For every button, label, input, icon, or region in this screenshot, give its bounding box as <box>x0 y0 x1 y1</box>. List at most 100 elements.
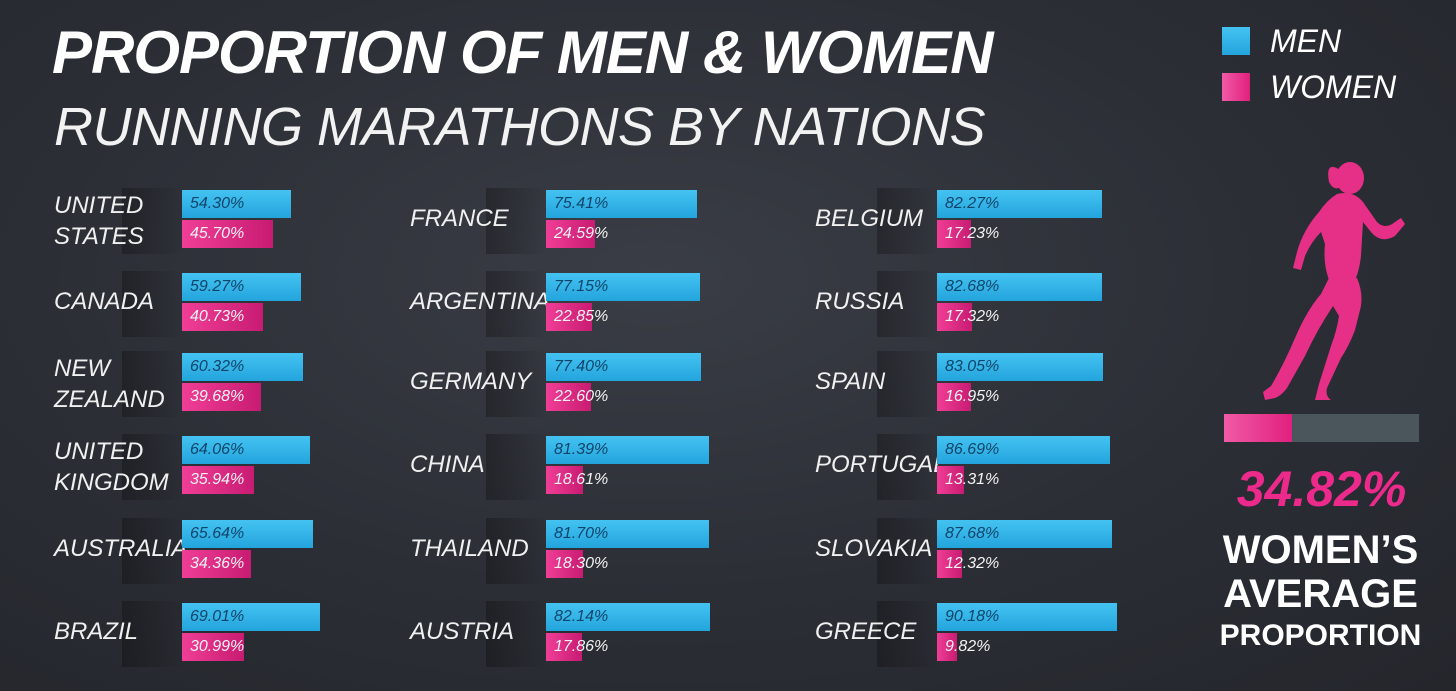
bar-label-women-france: 24.59% <box>554 225 609 242</box>
nation-label-line: GREECE <box>815 618 917 645</box>
bar-men-germany <box>546 353 701 381</box>
bar-label-men-germany: 77.40% <box>554 358 609 375</box>
bar-label-men-france: 75.41% <box>554 195 609 212</box>
legend-item-women: WOMEN <box>1222 68 1396 106</box>
bar-shadow-france <box>486 188 548 254</box>
nation-label-line: NEW <box>54 355 110 382</box>
bar-label-women-portugal: 13.31% <box>945 471 1000 488</box>
bar-label-men-russia: 82.68% <box>945 278 1000 295</box>
legend-item-men: MEN <box>1222 22 1396 60</box>
bar-women-canada <box>182 303 264 331</box>
nation-label-line: RUSSIA <box>815 288 905 315</box>
nation-label-line: ARGENTINA <box>410 288 551 315</box>
legend-label-women: WOMEN <box>1270 68 1397 105</box>
bar-label-women-united-states: 45.70% <box>190 225 245 242</box>
bar-shadow-greece <box>877 601 939 667</box>
average-proportion-fill <box>1224 414 1292 442</box>
bar-women-brazil <box>182 633 244 661</box>
nation-label-line: SLOVAKIA <box>815 535 933 562</box>
bar-label-women-brazil: 30.99% <box>190 638 245 655</box>
bar-label-women-austria: 17.86% <box>554 638 609 655</box>
bar-men-united-states <box>182 190 291 218</box>
bar-shadow-austria <box>486 601 548 667</box>
bar-men-thailand <box>546 520 710 548</box>
bar-women-germany <box>546 383 592 411</box>
nation-label-argentina: ARGENTINA <box>410 286 550 317</box>
bar-label-men-united-states: 54.30% <box>190 195 245 212</box>
bar-women-argentina <box>546 303 592 331</box>
nation-label-austria: AUSTRIA <box>410 616 514 647</box>
bar-label-men-united-kingdom: 64.06% <box>190 441 245 458</box>
nation-label-line: ZEALAND <box>54 386 165 413</box>
nation-label-line: AUSTRIA <box>410 618 515 645</box>
bar-label-women-argentina: 22.85% <box>554 308 609 325</box>
bar-label-women-slovakia: 12.32% <box>945 555 1000 572</box>
average-caption-line2: AVERAGE <box>1223 572 1418 616</box>
nation-label-line: THAILAND <box>410 535 529 562</box>
nation-label-line: AUSTRALIA <box>54 535 188 562</box>
nation-label-united-kingdom: UNITED KINGDOM <box>54 436 169 498</box>
nation-label-line: CANADA <box>54 288 155 315</box>
bar-label-men-slovakia: 87.68% <box>945 525 1000 542</box>
bar-shadow-germany <box>486 351 548 417</box>
bar-label-men-austria: 82.14% <box>554 608 609 625</box>
legend-swatch-men <box>1222 27 1250 55</box>
bar-women-australia <box>182 550 251 578</box>
bar-women-greece <box>937 633 957 661</box>
nation-label-line: BELGIUM <box>815 205 924 232</box>
nation-label-line: UNITED <box>54 438 144 465</box>
bar-label-women-united-kingdom: 35.94% <box>190 471 245 488</box>
nation-label-line: PORTUGAL <box>815 451 947 478</box>
bar-men-new-zealand <box>182 353 303 381</box>
bar-women-spain <box>937 383 971 411</box>
bar-label-women-china: 18.61% <box>554 471 609 488</box>
bar-label-men-australia: 65.64% <box>190 525 245 542</box>
bar-women-portugal <box>937 466 964 494</box>
bar-men-france <box>546 190 697 218</box>
bar-label-men-belgium: 82.27% <box>945 195 1000 212</box>
bar-men-russia <box>937 273 1103 301</box>
chart-subtitle: RUNNING MARATHONS BY NATIONS <box>54 97 986 157</box>
average-caption-line1: WOMEN’S <box>1222 528 1419 572</box>
bar-label-women-germany: 22.60% <box>554 388 609 405</box>
bar-shadow-argentina <box>486 271 548 337</box>
bar-shadow-new-zealand <box>122 351 184 417</box>
bar-label-women-greece: 9.82% <box>945 638 991 655</box>
nation-label-united-states: UNITED STATES <box>54 190 144 252</box>
chart-title: PROPORTION OF MEN & WOMEN <box>52 19 994 86</box>
bar-shadow-united-kingdom <box>122 434 184 500</box>
bar-label-women-canada: 40.73% <box>190 308 245 325</box>
nation-label-line: KINGDOM <box>54 469 169 496</box>
bar-men-austria <box>546 603 711 631</box>
bar-men-united-kingdom <box>182 436 311 464</box>
bar-men-brazil <box>182 603 321 631</box>
nation-label-new-zealand: NEW ZEALAND <box>54 353 165 415</box>
bar-men-portugal <box>937 436 1111 464</box>
bar-shadow-australia <box>122 518 184 584</box>
nation-label-spain: SPAIN <box>815 366 885 397</box>
bar-label-men-china: 81.39% <box>554 441 609 458</box>
bar-label-men-argentina: 77.15% <box>554 278 609 295</box>
bar-women-united-kingdom <box>182 466 254 494</box>
nation-label-line: SPAIN <box>815 368 886 395</box>
bar-shadow-thailand <box>486 518 548 584</box>
bar-shadow-spain <box>877 351 939 417</box>
bar-label-women-spain: 16.95% <box>945 388 1000 405</box>
bar-label-men-spain: 83.05% <box>945 358 1000 375</box>
legend-label-men: MEN <box>1270 22 1342 59</box>
bar-women-new-zealand <box>182 383 262 411</box>
bar-label-men-thailand: 81.70% <box>554 525 609 542</box>
nation-label-australia: AUSTRALIA <box>54 533 187 564</box>
bar-women-russia <box>937 303 972 331</box>
nation-label-line: FRANCE <box>410 205 509 232</box>
bar-shadow-belgium <box>877 188 939 254</box>
bar-label-women-russia: 17.32% <box>945 308 1000 325</box>
bar-shadow-russia <box>877 271 939 337</box>
bar-men-greece <box>937 603 1118 631</box>
bar-women-china <box>546 466 584 494</box>
nation-label-portugal: PORTUGAL <box>815 449 947 480</box>
bar-shadow-portugal <box>877 434 939 500</box>
bar-shadow-china <box>486 434 548 500</box>
runner-icon <box>1263 162 1405 400</box>
nation-label-line: UNITED <box>54 192 144 219</box>
